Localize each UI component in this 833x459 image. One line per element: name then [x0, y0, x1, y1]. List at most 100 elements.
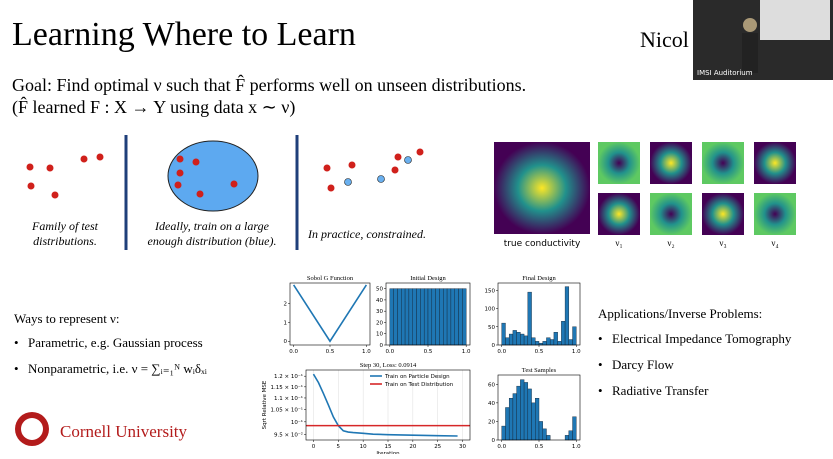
x-tick-label: 1.0 — [572, 444, 581, 450]
x-tick-label: 15 — [385, 444, 392, 450]
x-tick-label: 0 — [312, 444, 316, 450]
bar — [404, 288, 410, 346]
speaker-body — [742, 33, 758, 73]
y-tick-label: 1 — [284, 320, 288, 326]
plot-title: Sobol G Function — [307, 275, 354, 282]
x-tick-label: 0.5 — [535, 444, 544, 450]
app-item: Darcy Flow — [612, 357, 674, 372]
y-tick-label: 40 — [488, 401, 495, 407]
y-tick-label: 0 — [492, 438, 496, 444]
y-tick-label: 20 — [488, 419, 495, 425]
speaker — [743, 18, 757, 32]
legend-label: Train on Test Distribution — [384, 382, 454, 388]
bar — [568, 430, 573, 441]
app-item: Electrical Impedance Tomography — [612, 331, 792, 346]
ways-item: Parametric, e.g. Gaussian process — [28, 335, 203, 350]
goal: Goal: Find optimal ν such that F̂ perfor… — [12, 75, 526, 95]
ellipse — [167, 140, 259, 212]
bar — [542, 341, 547, 346]
y-tick-label: 10 — [376, 332, 383, 338]
y-axis-label: Sqrt Relative MSE — [262, 380, 268, 429]
blue-dots — [344, 156, 412, 186]
x-tick-label: 0.5 — [326, 349, 335, 355]
axes-frame — [497, 374, 581, 441]
image-label: true conductivity — [504, 239, 581, 249]
bar — [505, 407, 510, 441]
bar — [512, 330, 517, 346]
logo-text: Cornell University — [60, 422, 188, 441]
x-tick-label: 20 — [409, 444, 416, 450]
image-label: ν₃ — [719, 238, 726, 248]
bullet: • — [598, 331, 603, 346]
bar — [538, 421, 543, 441]
x-tick-label: 1.0 — [572, 349, 581, 355]
bar — [512, 393, 517, 441]
bar — [435, 288, 440, 346]
y-tick-label: 20 — [376, 320, 383, 326]
x-tick-label: 0.0 — [289, 349, 298, 355]
plot-title: Final Design — [522, 275, 556, 282]
plot-title: Initial Design — [410, 275, 446, 282]
x-tick-label: 0.0 — [385, 349, 394, 355]
x-tick-label: 0.5 — [535, 349, 544, 355]
logo-seal — [21, 418, 43, 440]
bar — [527, 388, 532, 441]
axes-frame — [385, 282, 471, 346]
bar — [553, 332, 558, 346]
bar — [546, 435, 551, 441]
bar — [446, 288, 452, 346]
caption: distributions. — [33, 234, 97, 248]
presenter: Nicol — [640, 27, 689, 52]
caption: In practice, constrained. — [307, 227, 426, 241]
apps-heading: Applications/Inverse Problems: — [598, 306, 762, 321]
x-tick-label: 10 — [360, 444, 367, 450]
bar — [458, 288, 463, 346]
ways-heading: Ways to represent ν: — [14, 311, 120, 326]
bar — [564, 286, 570, 346]
app-item: Radiative Transfer — [612, 383, 709, 398]
video-screen — [760, 0, 830, 40]
bar — [549, 339, 555, 346]
y-tick-label: 0 — [284, 339, 288, 345]
axes-frame — [289, 282, 371, 346]
bar — [531, 337, 536, 346]
y-tick-label: 50 — [376, 287, 383, 293]
bar — [516, 332, 521, 346]
y-tick-label: 100 — [485, 307, 496, 313]
ways-item: Nonparametric, i.e. ν = ∑ᵢ₌₁ᴺ wᵢδₓᵢ — [28, 361, 208, 376]
bar — [462, 288, 467, 346]
x-tick-label: 1.0 — [362, 349, 371, 355]
bar — [531, 402, 536, 441]
goal: (F̂ learned F : X → Y using data x ∼ ν) — [12, 97, 295, 118]
legend-label: Train on Particle Design — [384, 374, 450, 380]
bar — [508, 333, 514, 346]
bullet: • — [598, 357, 603, 372]
image-label: ν₁ — [615, 238, 622, 248]
bar — [535, 341, 540, 346]
y-tick-label: 50 — [488, 325, 495, 331]
bar — [572, 416, 577, 441]
x-tick-label: 5 — [337, 444, 341, 450]
caption: Ideally, train on a large — [154, 219, 270, 233]
bar — [523, 335, 529, 346]
y-tick-label: 1.15 × 10⁻¹ — [271, 384, 303, 391]
y-tick-label: 150 — [485, 288, 496, 294]
bar — [412, 288, 417, 346]
y-tick-label: 1.2 × 10⁻¹ — [274, 373, 303, 380]
y-tick-label: 60 — [488, 382, 495, 388]
bar — [408, 288, 413, 346]
bar — [546, 337, 551, 346]
bar — [393, 288, 398, 346]
bar — [516, 385, 521, 441]
axes-frame — [305, 369, 471, 441]
x-tick-label: 0.5 — [424, 349, 433, 355]
bar — [557, 341, 562, 346]
bar — [416, 288, 421, 346]
image-label: ν₂ — [667, 238, 674, 248]
caption: enough distribution (blue). — [148, 234, 277, 248]
bar — [423, 288, 429, 346]
x-tick-label: 30 — [459, 444, 466, 450]
bar — [520, 333, 525, 346]
